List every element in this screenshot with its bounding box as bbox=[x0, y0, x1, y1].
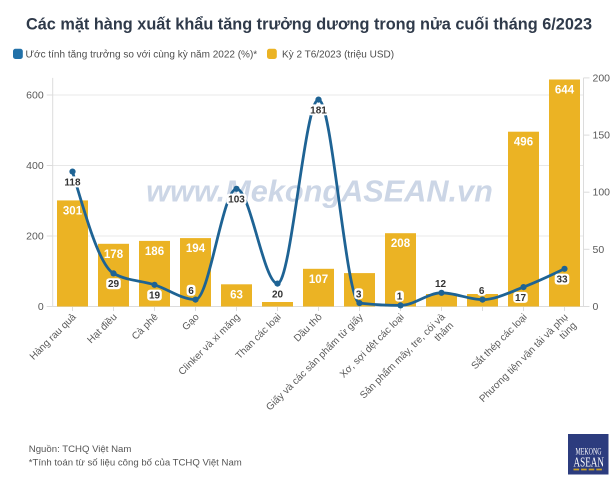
svg-text:*Tính toán từ số liệu công bố: *Tính toán từ số liệu công bố của TCHQ V… bbox=[29, 458, 242, 469]
svg-text:181: 181 bbox=[310, 105, 327, 116]
svg-text:Kỳ 2 T6/2023 (triệu USD): Kỳ 2 T6/2023 (triệu USD) bbox=[282, 50, 394, 61]
svg-text:194: 194 bbox=[186, 243, 206, 255]
svg-text:Nguồn: TCHQ Việt Nam: Nguồn: TCHQ Việt Nam bbox=[29, 444, 132, 455]
svg-text:107: 107 bbox=[309, 274, 328, 286]
svg-text:118: 118 bbox=[64, 177, 81, 188]
svg-text:1: 1 bbox=[397, 292, 403, 303]
svg-text:Các mặt hàng xuất khẩu tăng tr: Các mặt hàng xuất khẩu tăng trưởng dương… bbox=[26, 16, 592, 34]
svg-text:17: 17 bbox=[515, 293, 527, 304]
svg-text:19: 19 bbox=[149, 291, 161, 302]
svg-text:12: 12 bbox=[435, 279, 447, 290]
svg-text:Ước tính tăng trưởng so với cù: Ước tính tăng trưởng so với cùng kỳ năm … bbox=[26, 49, 258, 61]
svg-text:178: 178 bbox=[104, 249, 124, 261]
svg-text:400: 400 bbox=[26, 160, 44, 172]
svg-text:496: 496 bbox=[514, 137, 533, 149]
svg-text:6: 6 bbox=[479, 286, 485, 297]
svg-text:103: 103 bbox=[228, 195, 245, 206]
svg-text:150: 150 bbox=[593, 130, 611, 142]
svg-text:www.MekongASEAN.vn: www.MekongASEAN.vn bbox=[146, 174, 493, 209]
svg-text:50: 50 bbox=[593, 244, 605, 256]
svg-text:200: 200 bbox=[593, 72, 611, 84]
svg-text:208: 208 bbox=[391, 238, 411, 250]
svg-text:29: 29 bbox=[108, 279, 120, 290]
svg-text:MEKONG: MEKONG bbox=[576, 447, 602, 457]
svg-text:644: 644 bbox=[555, 85, 575, 97]
svg-text:0: 0 bbox=[593, 301, 599, 313]
svg-text:20: 20 bbox=[272, 289, 284, 300]
svg-text:ASEAN: ASEAN bbox=[574, 455, 605, 470]
svg-text:33: 33 bbox=[556, 275, 568, 286]
svg-text:100: 100 bbox=[593, 187, 611, 199]
svg-text:3: 3 bbox=[356, 289, 362, 300]
svg-text:63: 63 bbox=[230, 289, 243, 301]
svg-text:600: 600 bbox=[26, 90, 44, 102]
svg-text:301: 301 bbox=[63, 205, 83, 217]
svg-text:6: 6 bbox=[188, 286, 194, 297]
svg-text:186: 186 bbox=[145, 246, 164, 258]
svg-text:200: 200 bbox=[26, 231, 44, 243]
svg-text:0: 0 bbox=[38, 301, 44, 313]
